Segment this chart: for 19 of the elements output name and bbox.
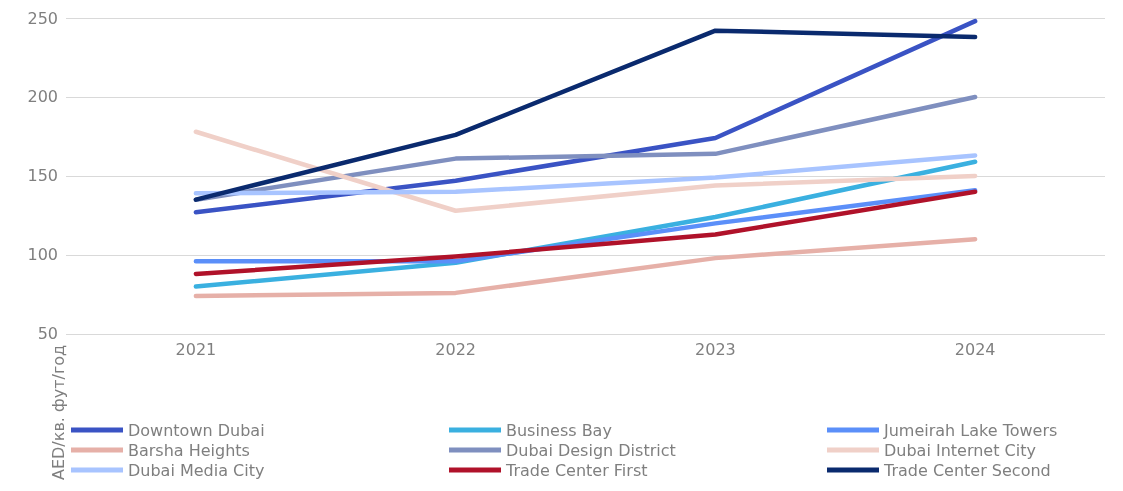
x-tick-label: 2023 — [695, 340, 736, 360]
y-tick-label: 100 — [27, 245, 58, 265]
legend-label: Dubai Internet City — [884, 440, 1036, 460]
legend-label: Downtown Dubai — [128, 420, 265, 440]
y-tick-label: 200 — [27, 87, 58, 107]
legend-label: Dubai Design District — [506, 440, 676, 460]
y-tick-label: 50 — [37, 324, 58, 344]
x-tick-label: 2021 — [175, 340, 217, 360]
y-tick-label: 150 — [27, 166, 58, 186]
y-tick-label: 250 — [27, 8, 58, 28]
legend-label: Trade Center Second — [883, 460, 1051, 480]
x-tick-label: 2022 — [435, 340, 476, 360]
legend-label: Trade Center First — [505, 460, 648, 480]
legend-label: Jumeirah Lake Towers — [883, 420, 1058, 440]
legend-label: Dubai Media City — [128, 460, 265, 480]
x-tick-label: 2024 — [954, 340, 996, 360]
y-axis-title: AED/кв. фут/год — [48, 344, 68, 480]
legend-label: Business Bay — [506, 420, 612, 440]
legend-label: Barsha Heights — [128, 440, 250, 460]
